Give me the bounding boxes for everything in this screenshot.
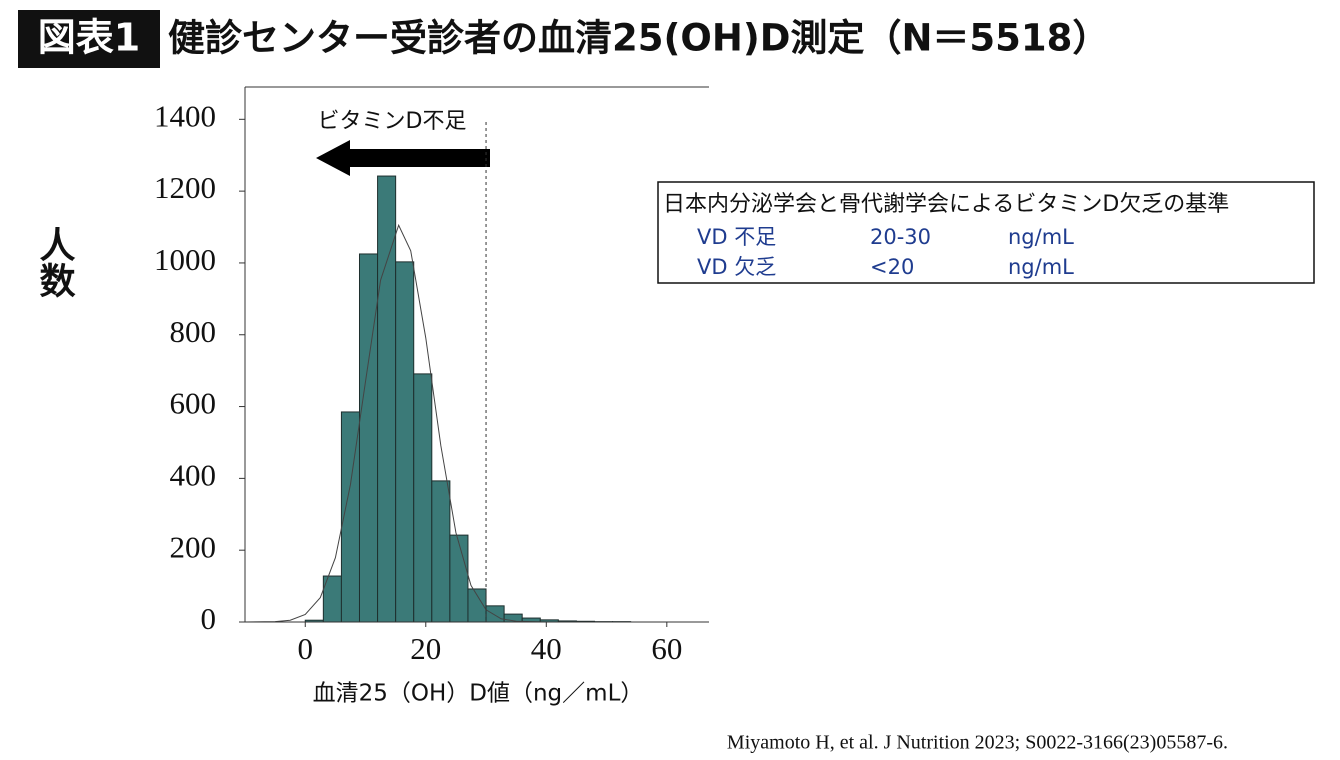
annotation: ビタミンD不足 bbox=[318, 109, 467, 134]
bar bbox=[485, 605, 505, 623]
figure-title: 健診センター受診者の血清25(OH)D測定（N＝5518） bbox=[168, 17, 1109, 60]
x-axis-label: 血清25（OH）D値（ng／mL） bbox=[313, 681, 644, 707]
x-tick-label: 0 bbox=[298, 631, 314, 666]
y-axis-label: 人数 bbox=[34, 226, 76, 298]
criteria-cell: VD 欠乏 bbox=[697, 255, 776, 279]
x-tick-label: 40 bbox=[531, 631, 562, 666]
y-tick-label: 200 bbox=[170, 529, 217, 564]
criteria-cell: 20-30 bbox=[870, 225, 931, 249]
citation: Miyamoto H, et al. J Nutrition 2023; S00… bbox=[727, 732, 1228, 754]
y-tick-label: 600 bbox=[170, 386, 217, 421]
y-tick-label: 1000 bbox=[154, 242, 216, 277]
y-tick-label: 400 bbox=[170, 457, 217, 492]
x-tick-label: 20 bbox=[410, 631, 441, 666]
bar bbox=[431, 480, 451, 623]
criteria-title: 日本内分泌学会と骨代謝学会によるビタミンD欠乏の基準 bbox=[663, 192, 1229, 217]
arrow bbox=[316, 140, 490, 176]
bar bbox=[413, 373, 433, 623]
criteria-cell: VD 不足 bbox=[697, 225, 776, 249]
figure-label: 図表1 bbox=[38, 16, 140, 60]
label-box bbox=[18, 10, 160, 68]
y-tick-label: 0 bbox=[201, 601, 217, 636]
y-tick-label: 1200 bbox=[154, 170, 216, 205]
bar bbox=[449, 534, 469, 623]
y-tick-label: 800 bbox=[170, 314, 217, 349]
bar bbox=[395, 261, 415, 623]
bar bbox=[358, 253, 379, 623]
criteria-cell: ng/mL bbox=[1008, 255, 1074, 279]
x-tick-label: 60 bbox=[651, 631, 682, 666]
criteria-cell: <20 bbox=[870, 255, 914, 279]
criteria-cell: ng/mL bbox=[1008, 225, 1074, 249]
criteria-box bbox=[657, 181, 1315, 284]
y-tick-label: 1400 bbox=[154, 98, 216, 133]
